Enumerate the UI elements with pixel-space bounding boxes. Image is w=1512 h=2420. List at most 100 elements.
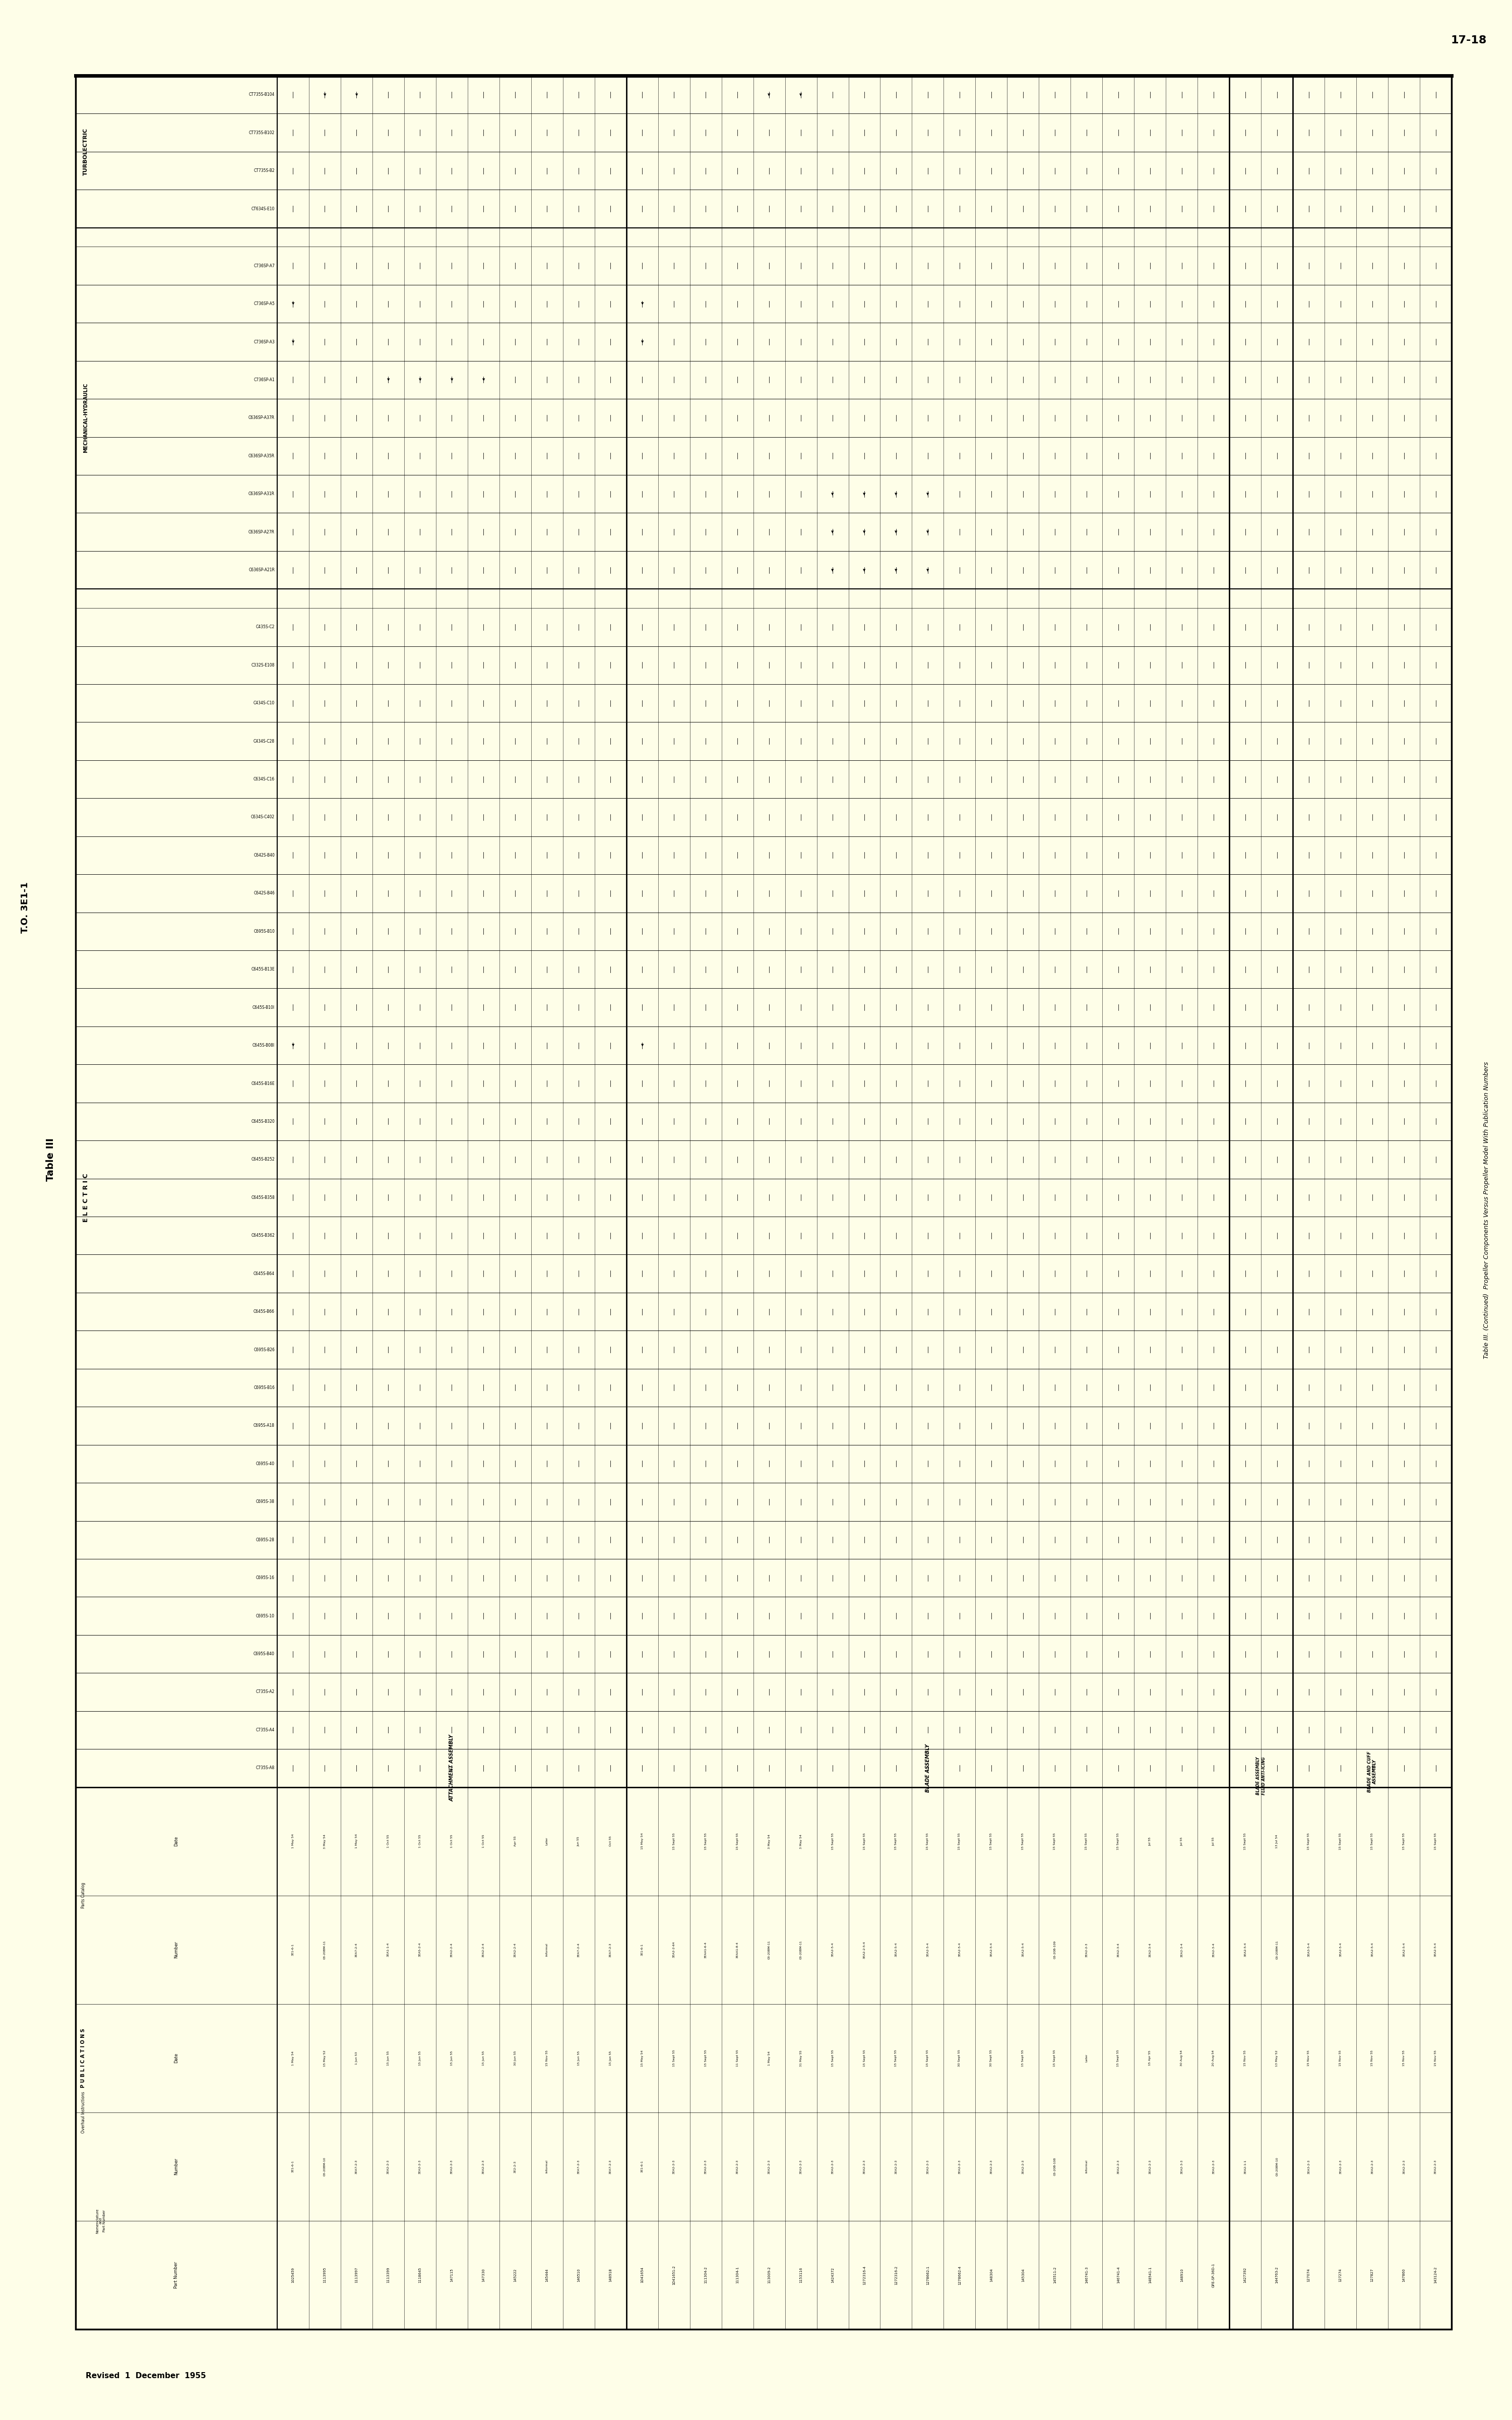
Text: 113009-2: 113009-2 [768,2268,771,2284]
Text: ▼: ▼ [927,569,930,571]
Text: ▼: ▼ [641,341,644,344]
Text: C735S-A8: C735S-A8 [256,1767,275,1771]
Text: 3EA2-2-3: 3EA2-2-3 [1149,2159,1151,2173]
Text: 3EA2-2-3: 3EA2-2-3 [1371,2159,1373,2173]
Text: 15 Sept 55: 15 Sept 55 [895,1832,897,1849]
Text: 3 May 54: 3 May 54 [768,1834,771,1849]
Text: 1427392: 1427392 [1244,2268,1247,2282]
Text: Date: Date [174,1837,178,1846]
Text: 15 Nov 55: 15 Nov 55 [1403,2050,1405,2067]
Text: 3E1-6-1: 3E1-6-1 [292,2161,295,2173]
Text: C695S-10: C695S-10 [256,1614,275,1619]
Text: C695S-B10: C695S-B10 [254,929,275,934]
Text: 15 Sept 55: 15 Sept 55 [1117,2050,1119,2067]
Text: 15 Sept 55: 15 Sept 55 [736,1832,739,1849]
Text: BLADE ASSEMBLY
FLUID ANTI-ICING: BLADE ASSEMBLY FLUID ANTI-ICING [1256,1757,1266,1796]
Text: ▼: ▼ [800,92,803,97]
Text: 11 Sept 55: 11 Sept 55 [736,2050,739,2067]
Text: C645S-B10I: C645S-B10I [253,1004,275,1009]
Text: 15 Sept 55: 15 Sept 55 [832,1832,835,1849]
Text: 1 Oct 55: 1 Oct 55 [482,1834,485,1849]
Text: 15 May 52: 15 May 52 [324,2050,327,2067]
Text: 15 Apr 55: 15 Apr 55 [1149,2050,1151,2067]
Text: 15 Sept 55: 15 Sept 55 [1054,2050,1055,2067]
Text: Jun 55: Jun 55 [578,1837,581,1846]
Text: 1025459: 1025459 [292,2268,295,2282]
Text: 15 Sept 55: 15 Sept 55 [1403,1832,1405,1849]
Text: Apr 55: Apr 55 [514,1837,517,1846]
Text: C434S-C28: C434S-C28 [254,738,275,743]
Text: ▼: ▼ [927,491,930,496]
Text: 15 Sept 55: 15 Sept 55 [1371,1832,1373,1849]
Text: 3EA2-5-4: 3EA2-5-4 [990,1943,992,1958]
Text: 3EA2-2-3: 3EA2-2-3 [451,2159,454,2173]
Text: C645S-B64: C645S-B64 [254,1270,275,1275]
Text: 15 Sept 55: 15 Sept 55 [1054,1832,1055,1849]
Text: 147115: 147115 [451,2268,454,2282]
Text: E L E C T R I C: E L E C T R I C [82,1174,89,1222]
Text: ▼: ▼ [895,491,898,496]
Text: 1 Oct 55: 1 Oct 55 [451,1834,454,1849]
Text: 3EA2-2-3: 3EA2-2-3 [387,2159,390,2173]
Text: 15 Sept 55: 15 Sept 55 [1435,1832,1436,1849]
Text: ▼: ▼ [863,491,866,496]
Text: 3EA2-2-64: 3EA2-2-64 [673,1941,676,1958]
Text: 15 Jun 55: 15 Jun 55 [387,2050,390,2067]
Text: C645S-B16E: C645S-B16E [251,1082,275,1087]
Text: C645S-B13E: C645S-B13E [251,968,275,973]
Text: ▼: ▼ [895,530,898,532]
Text: ATTACHMENT ASSEMBLY: ATTACHMENT ASSEMBLY [449,1735,454,1800]
Text: Later: Later [546,1837,549,1846]
Text: C435S-C2: C435S-C2 [256,624,275,629]
Text: C695S-A18: C695S-A18 [254,1423,275,1428]
Text: MECHANICAL-HYDRAULIC: MECHANICAL-HYDRAULIC [83,382,88,453]
Text: TURBOLECTRIC: TURBOLECTRIC [83,128,88,174]
Text: 15 Nov 55: 15 Nov 55 [1371,2050,1373,2067]
Text: C645S-B320: C645S-B320 [251,1118,275,1123]
Text: 03-20BM-11: 03-20BM-11 [768,1941,771,1960]
Text: ▼: ▼ [863,530,866,532]
Text: 3EA2-2-3: 3EA2-2-3 [895,2159,897,2173]
Text: Date: Date [174,2052,178,2064]
Text: Oct 55: Oct 55 [609,1837,612,1846]
Text: 15 May 54: 15 May 54 [641,2050,644,2067]
Text: 3EA2-2-3: 3EA2-2-3 [1403,2159,1405,2173]
Text: Informal: Informal [546,1943,549,1955]
Text: 148541-1: 148541-1 [1149,2268,1152,2284]
Text: C332S-E108: C332S-E108 [251,663,275,668]
Text: 145511-2: 145511-2 [1054,2268,1057,2284]
Text: 30 Sept 55: 30 Sept 55 [959,2050,960,2067]
Text: 3EA2-2-3: 3EA2-2-3 [1213,2159,1214,2173]
Text: 3EA7-2-3: 3EA7-2-3 [609,1943,612,1958]
Text: ▼: ▼ [863,569,866,571]
Text: 15 Sept 55: 15 Sept 55 [863,2050,865,2067]
Text: C634S-C16: C634S-C16 [254,777,275,782]
Text: 3EA2-2-3: 3EA2-2-3 [959,2159,960,2173]
Text: 1278662-4: 1278662-4 [959,2265,962,2284]
Text: Informal: Informal [546,2161,549,2173]
Text: 3EA7-2-4: 3EA7-2-4 [578,1943,581,1958]
Text: 03-20BM-11: 03-20BM-11 [324,1941,327,1960]
Text: C695S-28: C695S-28 [256,1537,275,1542]
Text: 147860: 147860 [1403,2268,1406,2282]
Text: ▼: ▼ [292,302,295,305]
Text: BLADE ASSEMBLY: BLADE ASSEMBLY [925,1745,930,1793]
Text: 03-20BM-10: 03-20BM-10 [1276,2156,1278,2176]
Text: C642S-B40: C642S-B40 [254,852,275,857]
Text: 3EA2-5-4: 3EA2-5-4 [1022,1943,1024,1958]
Text: 3EA2-5-4: 3EA2-5-4 [1435,1943,1436,1958]
Text: 3EA2-5-4: 3EA2-5-4 [895,1943,897,1958]
Text: C645S-B66: C645S-B66 [254,1309,275,1314]
Text: 15 Sept 55: 15 Sept 55 [705,1832,708,1849]
Text: ▼: ▼ [832,569,835,571]
Text: C735S-A2: C735S-A2 [256,1689,275,1694]
Text: 3EA2-2-4: 3EA2-2-4 [514,1943,517,1958]
Text: 3EA1-1-4: 3EA1-1-4 [387,1943,390,1958]
Text: 15 Sept 55: 15 Sept 55 [863,1832,865,1849]
Text: 3EA2-2-3: 3EA2-2-3 [1086,1943,1087,1958]
Text: ▼: ▼ [324,92,327,97]
Text: 15 Jun 55: 15 Jun 55 [419,2050,422,2067]
Text: Overhaul Instructions: Overhaul Instructions [82,2091,85,2132]
Text: 3EA2-2-3: 3EA2-2-3 [863,2159,865,2173]
Text: 20 Aug 54: 20 Aug 54 [1213,2050,1214,2067]
